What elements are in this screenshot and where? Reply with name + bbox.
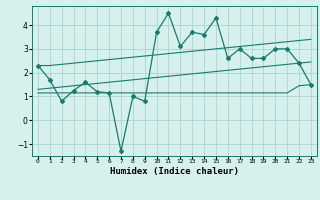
X-axis label: Humidex (Indice chaleur): Humidex (Indice chaleur)	[110, 167, 239, 176]
